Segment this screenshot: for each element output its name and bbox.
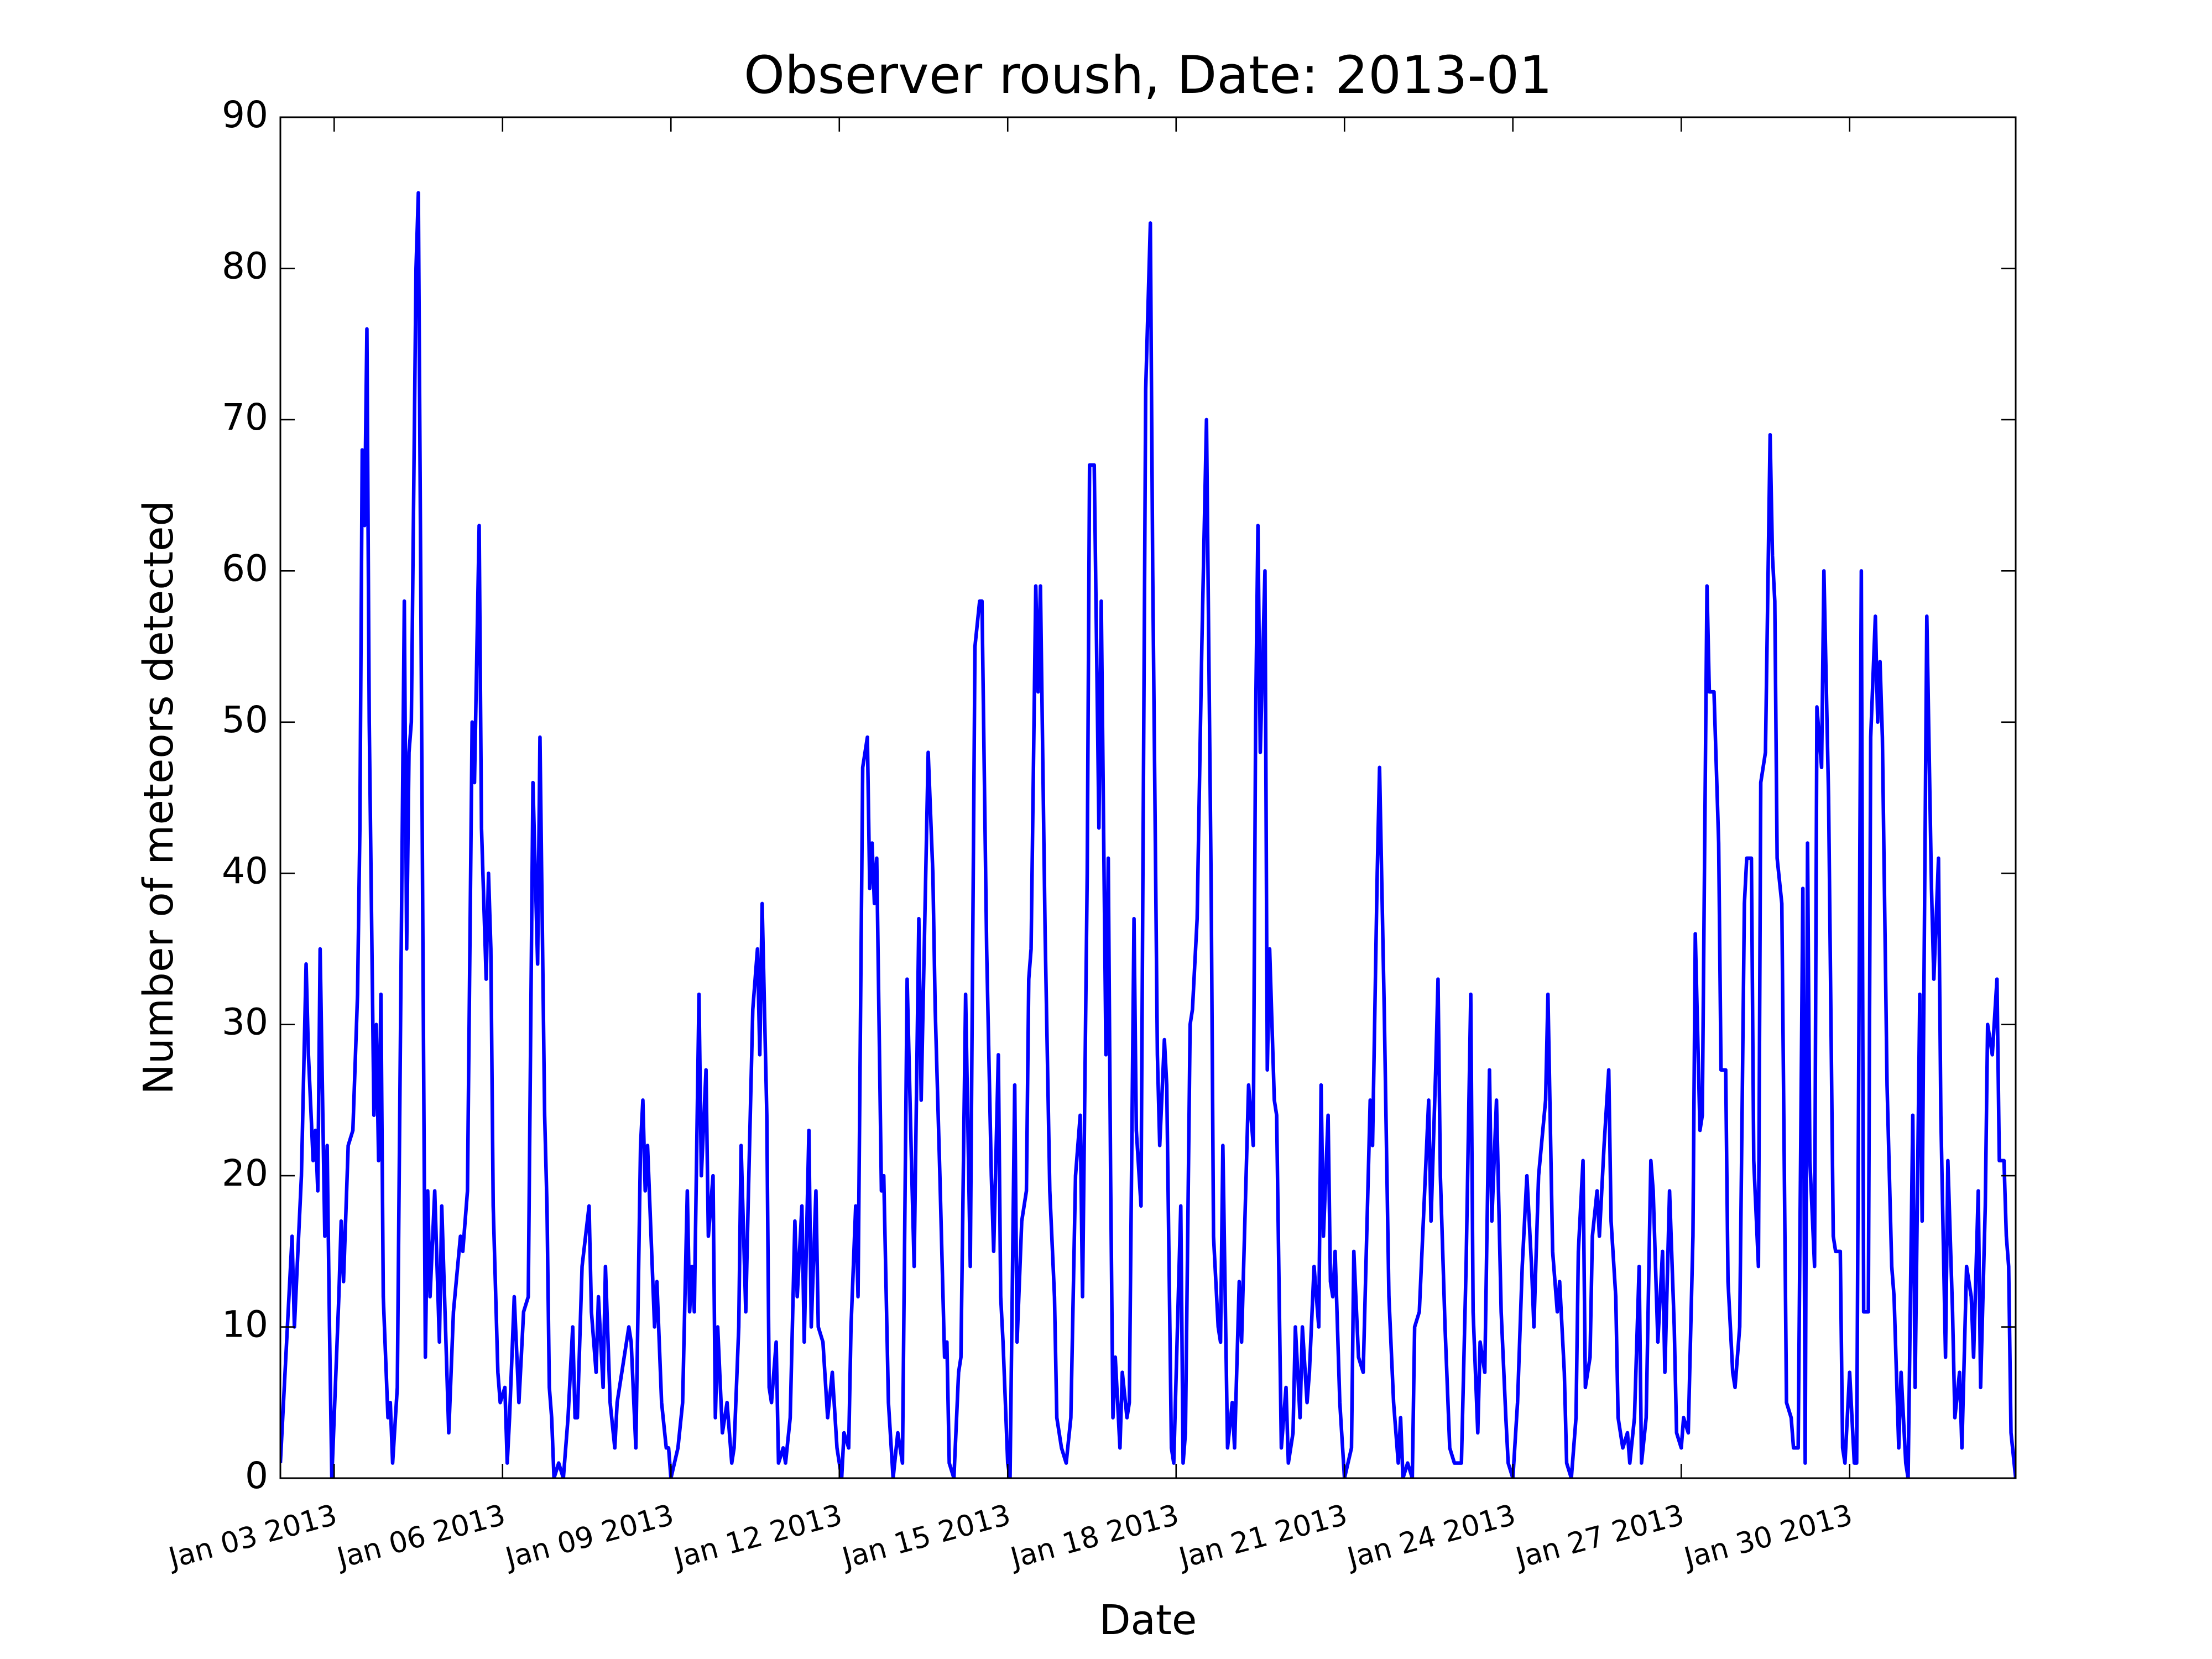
y-tick-label: 0 (245, 1454, 268, 1497)
chart-title: Observer roush, Date: 2013-01 (744, 45, 1552, 106)
y-tick-label: 20 (222, 1152, 268, 1194)
y-tick-label: 10 (222, 1303, 268, 1346)
y-tick-label: 80 (222, 245, 268, 288)
y-tick-label: 60 (222, 547, 268, 589)
y-tick-label: 50 (222, 698, 268, 741)
plot-frame (279, 116, 2017, 1479)
x-axis-label: Date (1099, 1597, 1197, 1644)
y-tick-label: 30 (222, 1001, 268, 1044)
y-tick-label: 40 (222, 849, 268, 892)
y-tick-label: 70 (222, 396, 268, 439)
data-line (280, 191, 2016, 1478)
y-tick-label: 90 (222, 93, 268, 136)
plot-area (280, 191, 2016, 1478)
y-axis-label: Number of meteors detected (135, 500, 182, 1095)
